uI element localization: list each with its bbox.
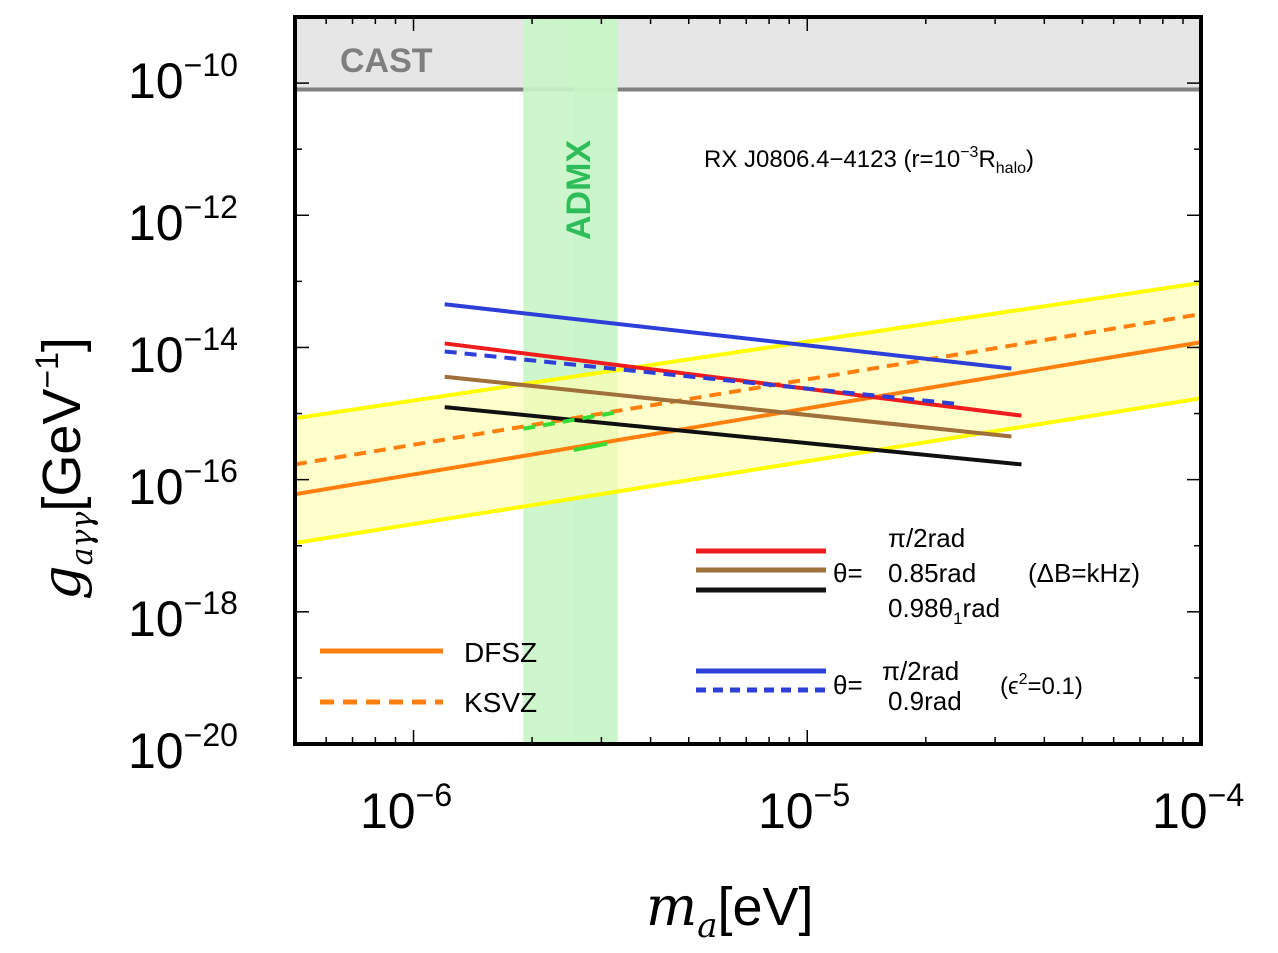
plot-area [295,17,1201,744]
legend-label-dfsz: DFSZ [464,637,537,668]
x-axis-label: ma[eV] [646,875,814,946]
x-tick-label: 10−5 [758,777,850,839]
series-line-8 [573,441,608,453]
legend-label-085: 0.85rad [888,558,976,588]
cast-label: CAST [340,42,433,80]
legend-right-eps: θ= π/2rad 0.9rad (ϵ2=0.1) [696,656,1083,716]
legend-theta-prefix-khz: θ= [833,558,863,588]
y-tick-label: 10−14 [128,321,238,383]
series-line-6 [444,349,958,406]
y-axis-label: gaγγ[GeV−1] [29,337,100,600]
legend-left: DFSZ KSVZ [320,637,537,718]
legend-theta-prefix-eps: θ= [833,670,863,700]
series-line-4 [444,405,1022,467]
y-tick-label: 10−12 [128,189,238,251]
legend-label-pi2-khz: π/2rad [888,523,965,553]
source-annotation: RX J0806.4−4123 (r=10−3Rhalo) [704,144,1034,177]
series-line-3 [444,374,1012,439]
series-line-0 [295,340,1201,497]
series-line-7 [522,410,619,431]
legend-label-pi2-eps: π/2rad [882,656,959,686]
legend-label-098: 0.98θ1rad [888,593,1000,628]
legend-note-eps: (ϵ2=0.1) [1000,671,1083,700]
admx-label: ADMX [560,140,598,240]
y-tick-label: 10−18 [128,585,238,647]
y-tick-label: 10−16 [128,453,238,515]
legend-label-ksvz: KSVZ [464,687,537,718]
y-tick-labels: 10−10 10−12 10−14 10−16 10−18 10−20 [128,47,238,779]
legend-label-09: 0.9rad [888,686,962,716]
legend-right-khz: θ= π/2rad 0.85rad 0.98θ1rad (ΔB=kHz) [696,523,1140,628]
series-line-5 [444,302,1012,371]
plot-frame [293,15,1203,746]
series-line-1 [295,312,1201,467]
y-tick-label: 10−10 [128,47,238,109]
series-lines [295,302,1201,497]
x-tick-label: 10−4 [1152,777,1244,839]
x-tick-label: 10−6 [360,777,452,839]
qcd-axion-band [295,282,1201,543]
cast-exclusion-region [295,17,1201,90]
x-tick-labels: 10−6 10−5 10−4 [360,777,1244,839]
qcd-band-upper-edge [295,280,1201,421]
legend-note-khz: (ΔB=kHz) [1028,558,1140,588]
qcd-band-lower-edge [295,396,1201,545]
y-tick-label: 10−20 [128,717,238,779]
